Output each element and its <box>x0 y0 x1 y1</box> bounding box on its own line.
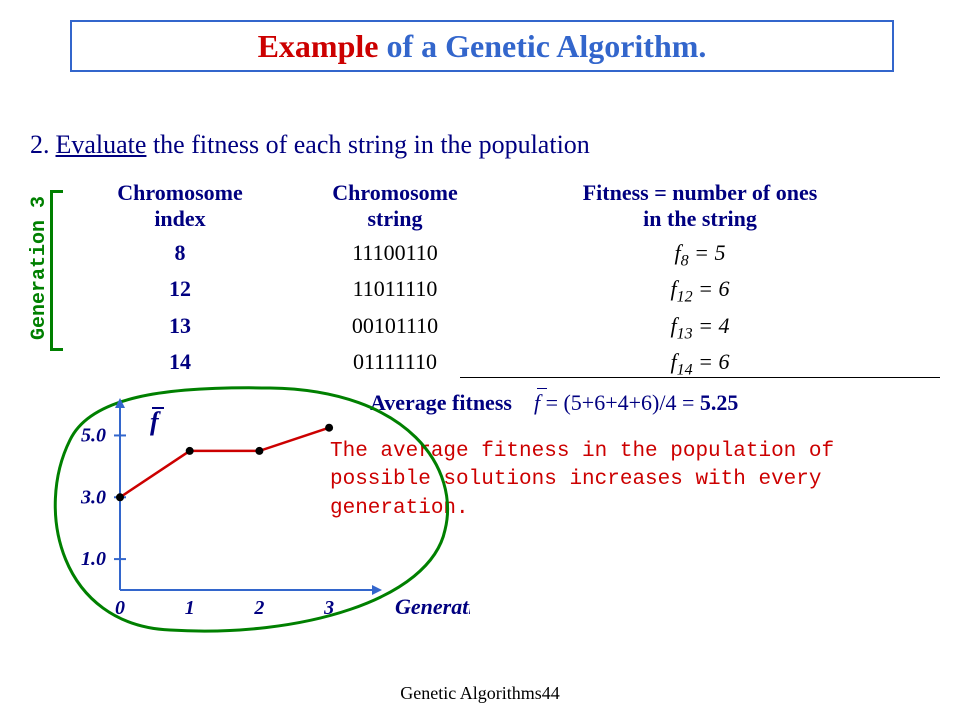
table-rule <box>460 377 940 378</box>
cell-fitness: f13 = 4 <box>510 313 890 343</box>
cell-fitness: f12 = 6 <box>510 276 890 306</box>
cell-string: 00101110 <box>280 313 510 343</box>
cell-string: 01111110 <box>280 349 510 379</box>
step-keyword: Evaluate <box>56 130 147 159</box>
svg-text:1.0: 1.0 <box>81 548 106 570</box>
hdr-string: Chromosome string <box>280 180 510 232</box>
table-row: 1401111110f14 = 6 <box>80 349 890 379</box>
cell-index: 8 <box>80 240 280 270</box>
slide-title: Example of a Genetic Algorithm. <box>70 20 894 72</box>
fitness-table: Chromosome index Chromosome string Fitne… <box>80 180 890 380</box>
svg-text:3.0: 3.0 <box>80 486 106 508</box>
table-header: Chromosome index Chromosome string Fitne… <box>80 180 890 232</box>
generation-bracket <box>50 190 63 351</box>
footer-page: 44 <box>542 683 560 703</box>
svg-text:f: f <box>150 407 161 436</box>
cell-fitness: f8 = 5 <box>510 240 890 270</box>
cell-string: 11011110 <box>280 276 510 306</box>
avg-calc: = (5+6+4+6)/4 = <box>546 390 700 415</box>
avg-result: 5.25 <box>700 390 739 415</box>
cell-index: 12 <box>80 276 280 306</box>
chart-svg: 1.0 3.0 5.0 0 1 2 3 f Generation № <box>50 380 470 640</box>
step-rest: the fitness of each string in the popula… <box>146 130 589 159</box>
cell-index: 13 <box>80 313 280 343</box>
svg-text:2: 2 <box>253 597 264 619</box>
table-row: 811100110f8 = 5 <box>80 240 890 270</box>
hdr-index: Chromosome index <box>80 180 280 232</box>
table-row: 1211011110f12 = 6 <box>80 276 890 306</box>
slide-footer: Genetic Algorithms44 <box>0 683 960 704</box>
cell-fitness: f14 = 6 <box>510 349 890 379</box>
title-word-blue: of a Genetic Algorithm. <box>378 28 706 64</box>
f-bar-symbol: f <box>534 390 540 416</box>
svg-text:0: 0 <box>115 597 125 619</box>
table-row: 1300101110f13 = 4 <box>80 313 890 343</box>
fitness-chart: 1.0 3.0 5.0 0 1 2 3 f Generation № <box>50 380 470 640</box>
generation-label: Generation 3 <box>28 196 51 340</box>
cell-string: 11100110 <box>280 240 510 270</box>
svg-text:5.0: 5.0 <box>81 424 106 446</box>
svg-text:3: 3 <box>323 597 334 619</box>
svg-text:1: 1 <box>185 597 195 619</box>
cell-index: 14 <box>80 349 280 379</box>
title-word-red: Example <box>258 28 379 64</box>
hdr-fitness: Fitness = number of ones in the string <box>510 180 890 232</box>
footer-text: Genetic Algorithms <box>400 683 541 703</box>
step-number: 2. <box>30 130 50 159</box>
step-line: 2.Evaluate the fitness of each string in… <box>30 130 590 160</box>
svg-text:Generation №: Generation № <box>395 594 470 619</box>
